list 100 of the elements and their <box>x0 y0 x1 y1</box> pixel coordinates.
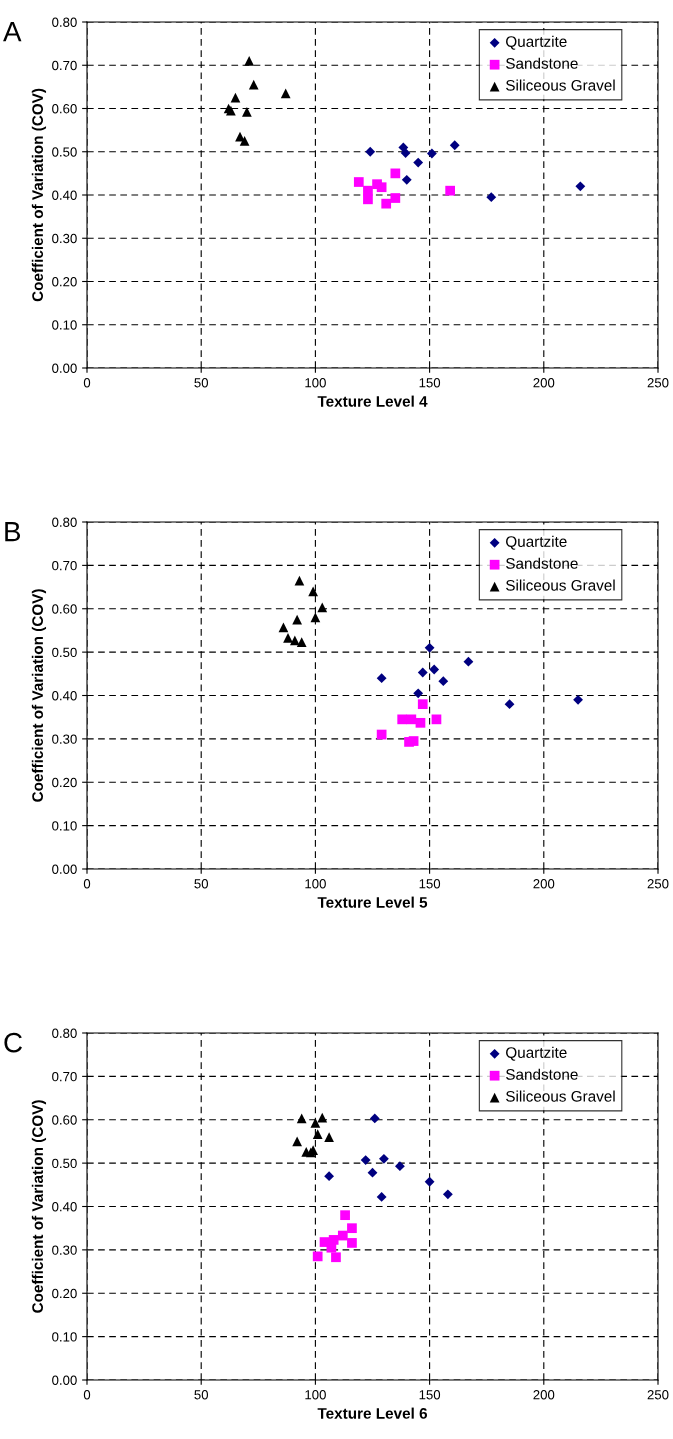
point <box>438 676 449 687</box>
point <box>426 148 437 159</box>
point <box>445 185 456 196</box>
point <box>310 1117 321 1128</box>
point <box>504 699 515 710</box>
point <box>463 656 474 667</box>
y-tick-label: 0.50 <box>52 1158 77 1169</box>
legend-label: Sandstone <box>506 557 578 569</box>
point <box>424 642 435 653</box>
point <box>317 602 328 613</box>
point <box>347 1223 357 1234</box>
point <box>280 88 291 99</box>
x-tick-label: 150 <box>419 879 441 889</box>
y-tick-label: 0.70 <box>52 60 77 71</box>
point <box>230 92 241 103</box>
x-tick-label: 150 <box>419 378 441 388</box>
y-tick-label: 0.00 <box>52 1375 77 1385</box>
y-tick-label: 0.10 <box>52 1332 77 1342</box>
x-tick-label: 100 <box>305 378 326 388</box>
x-tick-label: 0 <box>83 1390 91 1400</box>
point <box>310 612 321 623</box>
x-tick-label: 0 <box>83 879 91 889</box>
y-tick-label: 0.00 <box>52 864 77 874</box>
point <box>244 56 255 66</box>
y-tick-label: 0.50 <box>52 147 77 157</box>
legend-label: Siliceous Gravel <box>506 579 615 591</box>
x-axis-title: Texture Level 5 <box>317 896 428 908</box>
y-tick-label: 0.60 <box>52 604 77 614</box>
point <box>486 192 497 203</box>
y-tick-label: 0.80 <box>52 17 77 27</box>
x-axis-title: Texture Level 6 <box>317 1407 428 1419</box>
point <box>248 79 259 90</box>
point <box>324 1171 335 1182</box>
point <box>340 1210 350 1221</box>
x-tick-label: 50 <box>194 378 209 388</box>
point <box>406 714 417 725</box>
y-tick-label: 0.30 <box>52 233 77 244</box>
legend-label: Quartzite <box>506 35 567 50</box>
legend-label: Sandstone <box>506 57 578 69</box>
point <box>417 699 428 710</box>
text: A <box>3 22 22 42</box>
point <box>360 1155 371 1165</box>
x-tick-label: 50 <box>194 1390 209 1400</box>
y-tick-label: 0.20 <box>52 1288 77 1299</box>
point <box>413 688 424 699</box>
point <box>369 1113 380 1124</box>
legend-label: Siliceous Gravel <box>506 1090 615 1102</box>
point <box>442 1189 453 1200</box>
y-tick-label: 0.30 <box>52 1245 77 1255</box>
legend-label: Quartzite <box>506 535 567 550</box>
point <box>296 1113 307 1124</box>
y-tick-label: 0.60 <box>52 1115 77 1125</box>
point <box>296 637 307 648</box>
y-tick-label: 0.10 <box>52 821 77 831</box>
point <box>347 1238 357 1248</box>
y-axis-title: Coefficient of Variation (COV) <box>31 1100 47 1313</box>
point <box>363 194 373 205</box>
point <box>376 1192 387 1202</box>
y-tick-label: 0.60 <box>52 104 77 114</box>
text: C <box>4 1032 22 1053</box>
y-tick-label: 0.40 <box>52 1202 77 1212</box>
point <box>312 1129 323 1139</box>
x-tick-label: 250 <box>647 879 669 889</box>
point <box>431 714 442 725</box>
point <box>395 1161 405 1172</box>
y-tick-label: 0.70 <box>52 1071 77 1082</box>
point <box>390 168 401 179</box>
y-tick-label: 0.80 <box>52 517 77 527</box>
x-tick-label: 150 <box>419 1390 441 1400</box>
point <box>390 193 401 203</box>
point <box>367 1167 378 1178</box>
point <box>308 586 318 597</box>
point <box>317 1112 328 1123</box>
point <box>397 714 408 725</box>
point <box>353 177 364 187</box>
point <box>401 174 412 185</box>
point <box>575 181 586 192</box>
point <box>400 148 411 158</box>
point <box>278 622 289 633</box>
legend-label: Quartzite <box>506 1046 567 1061</box>
y-axis-title: Coefficient of Variation (COV) <box>31 589 47 802</box>
y-tick-label: 0.40 <box>52 190 77 200</box>
x-tick-label: 200 <box>533 1390 555 1400</box>
point <box>239 136 250 146</box>
point <box>289 635 300 646</box>
y-tick-label: 0.80 <box>52 1028 77 1038</box>
legend-label: Sandstone <box>506 1068 578 1080</box>
y-tick-label: 0.20 <box>52 277 77 287</box>
y-tick-label: 0.40 <box>52 691 77 701</box>
point <box>413 157 424 168</box>
point <box>573 694 583 705</box>
y-axis-title: Coefficient of Variation (COV) <box>31 88 47 302</box>
x-tick-label: 250 <box>647 378 669 388</box>
legend-label: Siliceous Gravel <box>506 79 615 91</box>
x-tick-label: 250 <box>647 1390 669 1400</box>
point <box>424 1176 435 1187</box>
point <box>292 1136 302 1147</box>
point <box>242 107 252 117</box>
point <box>415 717 426 728</box>
point <box>381 198 392 209</box>
